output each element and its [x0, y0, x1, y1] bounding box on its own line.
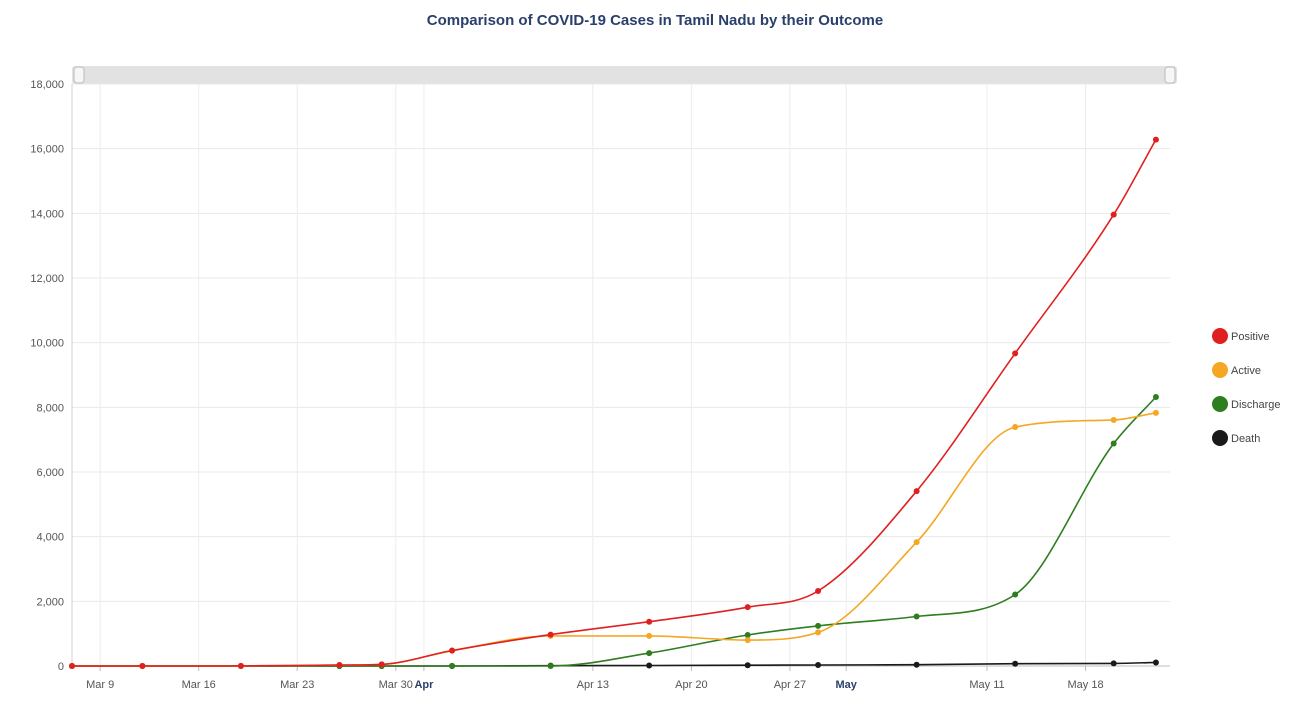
data-point-positive[interactable]	[139, 662, 146, 669]
y-tick-label: 8,000	[36, 402, 64, 414]
y-tick-label: 14,000	[30, 208, 64, 220]
data-point-positive[interactable]	[1152, 136, 1159, 143]
data-point-discharge[interactable]	[547, 663, 554, 669]
y-tick-label: 18,000	[30, 79, 64, 91]
y-tick-label: 16,000	[30, 144, 64, 156]
data-point-discharge[interactable]	[744, 631, 751, 638]
data-point-positive[interactable]	[449, 647, 456, 654]
legend-label-active[interactable]: Active	[1231, 365, 1261, 377]
data-point-death[interactable]	[744, 662, 751, 669]
data-point-discharge[interactable]	[1110, 440, 1117, 447]
x-tick-label: Apr 20	[675, 679, 707, 691]
data-point-active[interactable]	[913, 539, 920, 546]
data-point-positive[interactable]	[646, 618, 653, 625]
data-point-active[interactable]	[1110, 416, 1117, 423]
data-point-death[interactable]	[815, 662, 822, 669]
x-tick-label: May	[836, 679, 858, 691]
series-group	[69, 136, 1159, 669]
data-point-active[interactable]	[744, 637, 751, 644]
data-point-death[interactable]	[1110, 660, 1117, 667]
legend-marker-death[interactable]	[1212, 430, 1228, 446]
y-tick-label: 6,000	[36, 467, 64, 479]
x-tick-label: May 18	[1067, 679, 1103, 691]
data-point-positive[interactable]	[1110, 211, 1117, 218]
x-tick-label: Apr 27	[774, 679, 806, 691]
legend-label-discharge[interactable]: Discharge	[1231, 399, 1281, 411]
navigator-handle-left[interactable]	[73, 66, 85, 84]
data-point-discharge[interactable]	[815, 622, 822, 629]
data-point-death[interactable]	[1012, 660, 1019, 667]
data-point-positive[interactable]	[913, 488, 920, 495]
data-point-positive[interactable]	[378, 661, 385, 668]
data-point-positive[interactable]	[69, 662, 75, 669]
grid-lines	[72, 83, 1170, 667]
data-point-active[interactable]	[1152, 409, 1159, 416]
chart-title: Comparison of COVID-19 Cases in Tamil Na…	[427, 12, 883, 29]
data-point-active[interactable]	[1012, 424, 1019, 431]
data-point-active[interactable]	[815, 629, 822, 636]
legend-label-positive[interactable]: Positive	[1231, 331, 1270, 343]
navigator-bar[interactable]	[72, 66, 1177, 84]
legend-marker-active[interactable]	[1212, 362, 1228, 378]
data-point-positive[interactable]	[336, 662, 343, 669]
y-tick-label: 12,000	[30, 273, 64, 285]
y-axis: 0 2,000 4,000 6,000 8,000 10,000 12,000 14,000 1…	[30, 79, 73, 673]
data-point-discharge[interactable]	[449, 663, 456, 669]
series-line-positive	[71, 139, 1157, 667]
legend-marker-discharge[interactable]	[1212, 396, 1228, 412]
x-tick-label: Mar 16	[182, 679, 216, 691]
x-tick-label: Mar 30	[379, 679, 413, 691]
data-point-discharge[interactable]	[1012, 591, 1019, 598]
x-tick-label: Apr 13	[577, 679, 609, 691]
y-tick-label: 2,000	[36, 596, 64, 608]
series-line-active	[71, 412, 1157, 667]
legend-marker-positive[interactable]	[1212, 328, 1228, 344]
data-point-positive[interactable]	[547, 631, 554, 638]
data-point-discharge[interactable]	[913, 613, 920, 620]
data-point-death[interactable]	[1152, 659, 1159, 666]
x-tick-label: Apr	[414, 679, 434, 691]
navigator-handle-right[interactable]	[1164, 66, 1176, 84]
y-tick-label: 0	[58, 661, 64, 673]
y-tick-label: 10,000	[30, 338, 64, 350]
data-point-positive[interactable]	[815, 587, 822, 594]
data-point-positive[interactable]	[237, 662, 244, 669]
data-point-discharge[interactable]	[1152, 393, 1159, 400]
x-tick-label: May 11	[969, 679, 1004, 691]
legend-label-death[interactable]: Death	[1231, 433, 1260, 445]
data-point-positive[interactable]	[744, 604, 751, 611]
legend: Positive Active Discharge Death	[1212, 328, 1281, 446]
x-tick-label: Mar 23	[280, 679, 314, 691]
data-point-positive[interactable]	[1012, 350, 1019, 357]
x-axis: Mar 9 Mar 16 Mar 23 Mar 30 Apr Apr 13 Apr 20 Ap…	[72, 665, 1170, 691]
data-point-discharge[interactable]	[646, 650, 653, 657]
data-point-active[interactable]	[646, 632, 653, 639]
y-tick-label: 4,000	[36, 532, 64, 544]
data-point-death[interactable]	[646, 662, 653, 669]
x-tick-label: Mar 9	[86, 679, 114, 691]
data-point-death[interactable]	[913, 661, 920, 668]
